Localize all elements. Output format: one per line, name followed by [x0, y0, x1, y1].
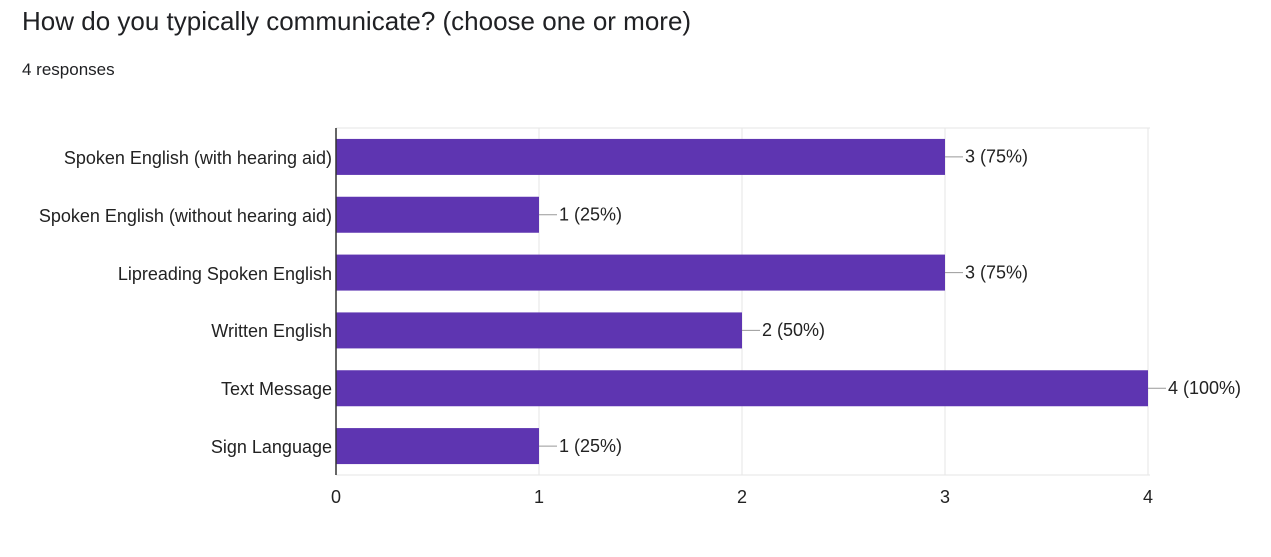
response-count: 4 responses [22, 60, 115, 79]
x-tick-label: 1 [534, 487, 544, 507]
y-tick-label: Sign Language [210, 437, 332, 458]
value-label: 1 (25%) [559, 436, 622, 456]
bar [336, 428, 539, 465]
value-label: 3 (75%) [965, 262, 1028, 282]
bar [336, 312, 742, 349]
value-label: 2 (50%) [762, 320, 825, 340]
bar [336, 254, 945, 291]
x-tick-label: 0 [331, 487, 341, 507]
y-tick-label: Text Message [220, 379, 332, 400]
y-tick-label: Spoken English (without hearing aid) [38, 205, 332, 226]
x-tick-label: 2 [737, 487, 747, 507]
bar [336, 138, 945, 175]
x-tick-label: 3 [940, 487, 950, 507]
value-label: 1 (25%) [559, 205, 622, 225]
bar [336, 370, 1148, 407]
x-tick-label: 4 [1143, 487, 1153, 507]
value-label: 3 (75%) [965, 147, 1028, 167]
chart-title: How do you typically communicate? (choos… [22, 6, 692, 36]
bar [336, 196, 539, 233]
y-tick-label: Spoken English (with hearing aid) [63, 147, 332, 168]
value-label: 4 (100%) [1168, 378, 1241, 398]
y-tick-label: Lipreading Spoken English [117, 263, 332, 284]
y-tick-label: Written English [211, 321, 332, 342]
